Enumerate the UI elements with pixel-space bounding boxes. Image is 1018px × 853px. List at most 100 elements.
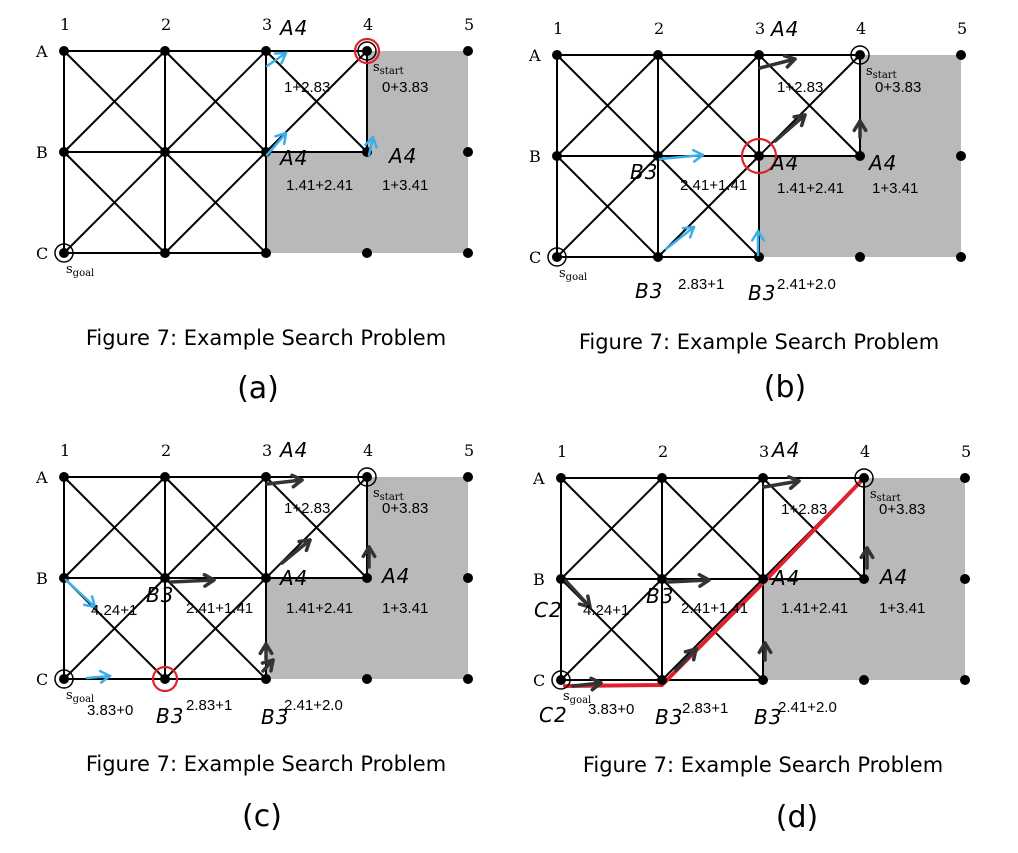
arrow-head <box>787 475 801 491</box>
parent-label: B3 <box>156 704 184 728</box>
grid-vertex <box>59 147 69 157</box>
row-label: B <box>36 143 48 162</box>
row-label: B <box>529 147 541 166</box>
column-label: 5 <box>464 441 474 460</box>
grid-vertex <box>261 46 271 56</box>
parent-label: A4 <box>770 438 800 462</box>
arrow-head <box>260 658 275 673</box>
parent-label: A4 <box>380 564 410 588</box>
grid-vertex <box>960 675 970 685</box>
grid-vertex <box>754 151 764 161</box>
cost-label: 0+3.83 <box>875 79 921 96</box>
grid-vertex <box>556 574 566 584</box>
grid-vertex <box>960 574 970 584</box>
column-label: 5 <box>961 442 971 461</box>
column-label: 3 <box>262 15 272 34</box>
expansion-arrow <box>64 578 97 609</box>
grid-vertex <box>556 675 566 685</box>
cost-label: 0+3.83 <box>382 79 428 96</box>
column-label: 1 <box>60 15 70 34</box>
parent-label: A4 <box>769 151 799 175</box>
column-label: 2 <box>654 19 664 38</box>
grid-vertex <box>657 675 667 685</box>
grid-vertex <box>956 252 966 262</box>
row-label: A <box>35 42 48 61</box>
grid-diagonal <box>164 151 267 254</box>
figure-caption: Figure 7: Example Search Problem <box>579 330 939 354</box>
grid-vertex <box>59 674 69 684</box>
current-node-highlight <box>740 137 778 175</box>
column-label: 4 <box>363 15 373 34</box>
grid-vertex <box>160 472 170 482</box>
cost-label: 1+3.41 <box>879 600 925 617</box>
cost-label: 1.41+2.41 <box>781 600 848 617</box>
grid-vertex <box>362 573 372 583</box>
grid-vertex <box>362 46 372 56</box>
parent-label: B3 <box>655 705 683 729</box>
goal-label: sgoal <box>559 266 587 283</box>
grid-vertex <box>859 574 869 584</box>
grid-vertex <box>59 472 69 482</box>
grid-diagonal <box>560 477 663 580</box>
grid-vertex <box>463 674 473 684</box>
parent-label: A4 <box>278 146 308 170</box>
cost-label: 1+2.83 <box>777 79 823 96</box>
grid-diagonal <box>556 54 659 157</box>
grid-vertex <box>463 472 473 482</box>
cost-label: 3.83+0 <box>87 702 133 719</box>
column-label: 1 <box>557 442 567 461</box>
arrow-head <box>859 546 875 560</box>
parent-label: A4 <box>878 565 908 589</box>
arrow-head <box>757 641 773 655</box>
parent-label: A4 <box>769 17 799 41</box>
current-node-highlight <box>353 37 381 65</box>
start-subscript: start <box>380 492 404 503</box>
row-label: A <box>528 46 541 65</box>
cost-label: 2.41+1.41 <box>680 177 747 194</box>
parent-label: A4 <box>278 566 308 590</box>
grid-vertex <box>754 50 764 60</box>
grid-diagonal <box>661 477 764 580</box>
grid-vertex <box>859 473 869 483</box>
parent-arrow <box>280 538 312 565</box>
grid-vertex <box>855 252 865 262</box>
goal-marker <box>551 670 571 690</box>
arrow-head <box>683 647 698 662</box>
grid-vertex <box>758 574 768 584</box>
parent-arrow <box>674 647 698 672</box>
column-label: 3 <box>759 442 769 461</box>
row-label: C <box>533 671 545 690</box>
goal-label: sgoal <box>66 262 94 279</box>
grid-vertex <box>855 151 865 161</box>
arrow-head <box>361 545 377 559</box>
cost-label: 2.41+2.0 <box>778 699 837 716</box>
goal-subscript: goal <box>566 272 588 283</box>
parent-label: B3 <box>754 705 782 729</box>
grid-vertex <box>855 50 865 60</box>
grid-diagonal <box>657 155 760 258</box>
grid-vertex <box>556 473 566 483</box>
grid-vertex <box>59 46 69 56</box>
goal-marker <box>54 243 74 263</box>
parent-arrow <box>169 578 216 584</box>
grid-diagonal <box>657 54 760 157</box>
row-label: A <box>532 469 545 488</box>
grid-vertex <box>261 472 271 482</box>
cost-label: 1.41+2.41 <box>286 177 353 194</box>
parent-arrow <box>564 579 592 609</box>
grid-vertex <box>160 573 170 583</box>
column-label: 4 <box>860 442 870 461</box>
grid-vertex <box>657 473 667 483</box>
expansion-arrow <box>265 131 288 157</box>
grid-vertex <box>160 248 170 258</box>
cost-label: 1+2.83 <box>284 500 330 517</box>
arrow-head <box>681 225 696 239</box>
goal-marker <box>547 247 567 267</box>
grid-diagonal <box>63 577 166 680</box>
arrow-head <box>202 572 216 588</box>
cost-label: 2.83+1 <box>186 697 232 714</box>
